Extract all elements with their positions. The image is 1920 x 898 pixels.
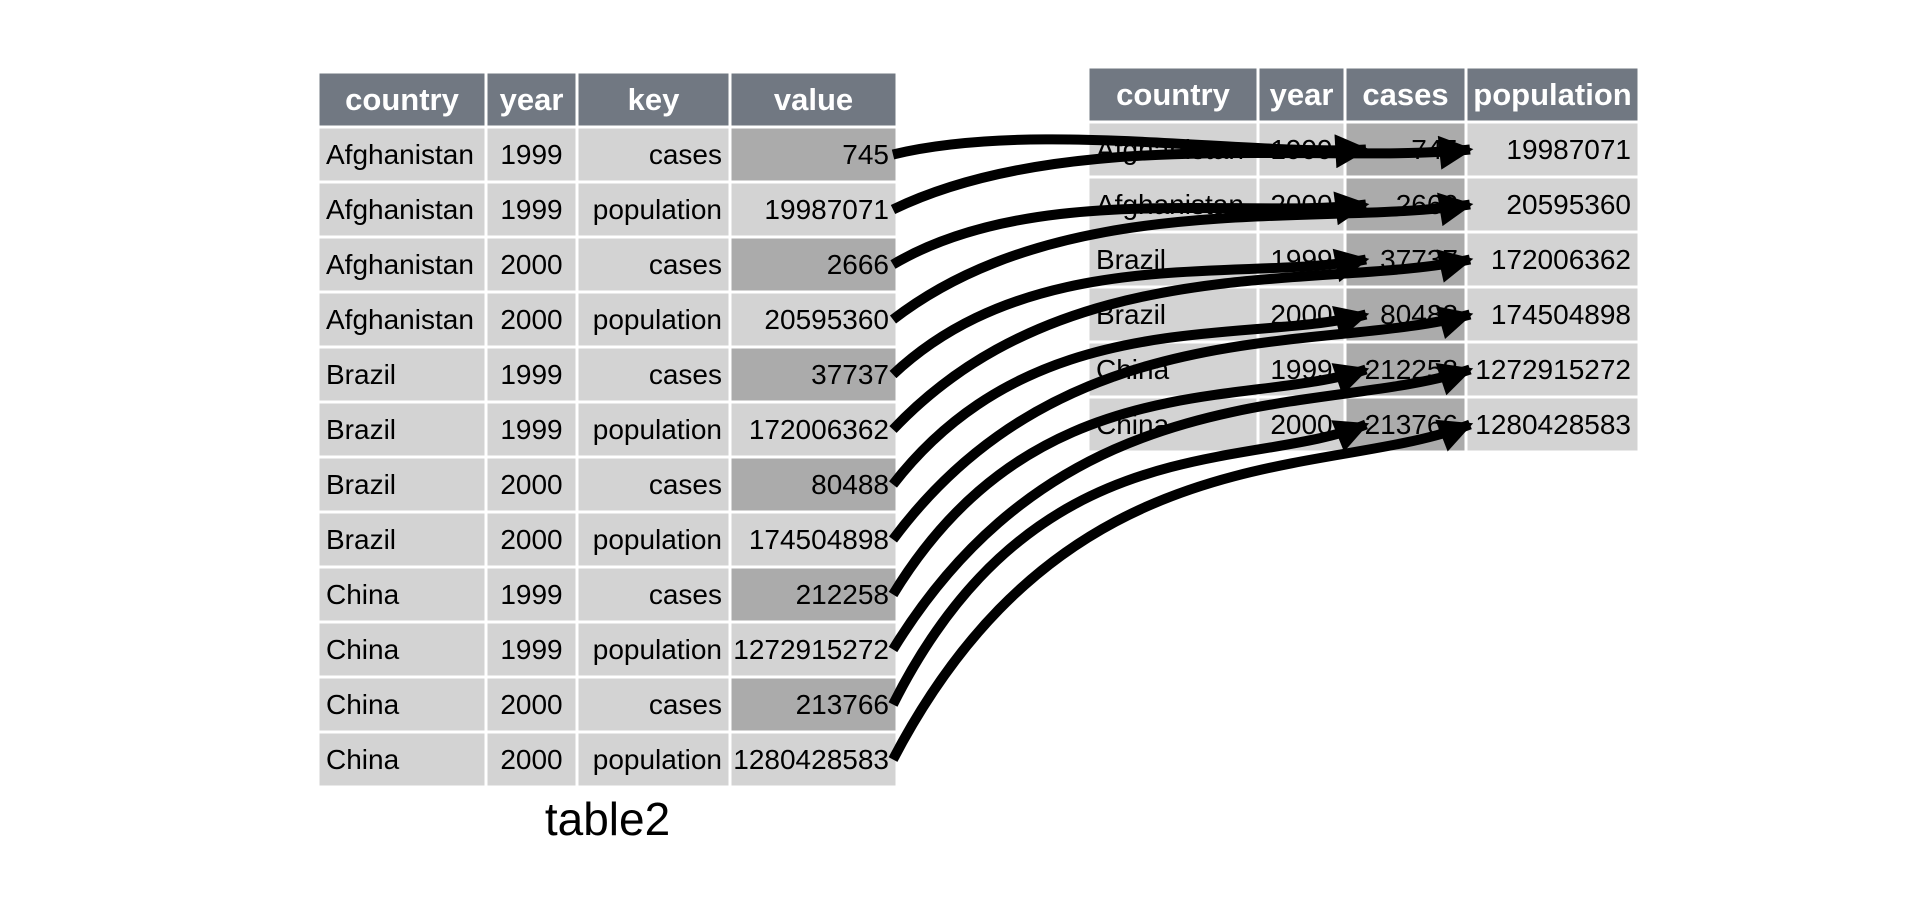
column-header-year: year [486,72,577,127]
cell-value: 19987071 [730,182,897,237]
cell-cases: 37737 [1345,232,1466,287]
column-header-year: year [1258,67,1345,122]
cell-value: 212258 [730,567,897,622]
cell-year: 1999 [486,567,577,622]
cell-value: 2666 [730,237,897,292]
column-header-value: value [730,72,897,127]
cell-key: population [577,732,730,787]
cell-cases: 80488 [1345,287,1466,342]
cell-year: 1999 [486,127,577,182]
cell-year: 2000 [486,292,577,347]
cell-population: 172006362 [1466,232,1639,287]
cell-key: population [577,402,730,457]
cell-key: population [577,622,730,677]
cell-year: 1999 [486,622,577,677]
cell-country: China [318,677,486,732]
column-header-population: population [1466,67,1639,122]
cell-country: China [318,622,486,677]
column-header-key: key [577,72,730,127]
cell-key: cases [577,457,730,512]
cell-key: cases [577,127,730,182]
cell-value: 1280428583 [730,732,897,787]
cell-country: Brazil [1088,287,1258,342]
cell-year: 2000 [1258,287,1345,342]
cell-value: 174504898 [730,512,897,567]
cell-year: 1999 [1258,342,1345,397]
cell-country: Brazil [318,402,486,457]
left-table-caption: table2 [544,793,671,845]
cell-value: 20595360 [730,292,897,347]
right-table: country year cases population Afghanistan 199… [1088,67,1639,452]
cell-country: Brazil [318,512,486,567]
cell-key: cases [577,237,730,292]
cell-country: China [1088,342,1258,397]
cell-cases: 213766 [1345,397,1466,452]
cell-value: 1272915272 [730,622,897,677]
cell-year: 2000 [1258,397,1345,452]
cell-country: Afghanistan [318,182,486,237]
cell-key: population [577,182,730,237]
cell-country: Brazil [1088,232,1258,287]
cell-key: population [577,292,730,347]
column-header-country: country [1088,67,1258,122]
column-header-cases: cases [1345,67,1466,122]
column-header-country: country [318,72,486,127]
cell-value: 37737 [730,347,897,402]
cell-year: 1999 [1258,232,1345,287]
cell-cases: 2666 [1345,177,1466,232]
cell-country: China [1088,397,1258,452]
cell-country: Afghanistan [1088,122,1258,177]
cell-population: 1272915272 [1466,342,1639,397]
cell-country: Afghanistan [1088,177,1258,232]
cell-value: 172006362 [730,402,897,457]
cell-country: Afghanistan [318,237,486,292]
left-table: country year key value Afghanistan 1999 cases 7… [318,72,897,787]
cell-population: 1280428583 [1466,397,1639,452]
cell-year: 1999 [486,347,577,402]
cell-year: 2000 [486,457,577,512]
cell-cases: 212258 [1345,342,1466,397]
cell-key: cases [577,347,730,402]
cell-population: 19987071 [1466,122,1639,177]
cell-year: 1999 [1258,122,1345,177]
cell-year: 2000 [486,237,577,292]
cell-value: 745 [730,127,897,182]
cell-country: Afghanistan [318,127,486,182]
cell-year: 1999 [486,182,577,237]
cell-population: 174504898 [1466,287,1639,342]
cell-country: Brazil [318,457,486,512]
value-mapping-arrow [888,419,1474,762]
cell-country: China [318,567,486,622]
cell-key: cases [577,677,730,732]
cell-country: Brazil [318,347,486,402]
cell-year: 1999 [486,402,577,457]
cell-population: 20595360 [1466,177,1639,232]
value-mapping-arrow [888,419,1370,707]
cell-value: 80488 [730,457,897,512]
cell-value: 213766 [730,677,897,732]
cell-country: China [318,732,486,787]
cell-cases: 745 [1345,122,1466,177]
cell-year: 2000 [486,512,577,567]
cell-key: cases [577,567,730,622]
cell-year: 2000 [486,677,577,732]
cell-key: population [577,512,730,567]
cell-country: Afghanistan [318,292,486,347]
cell-year: 2000 [1258,177,1345,232]
cell-year: 2000 [486,732,577,787]
